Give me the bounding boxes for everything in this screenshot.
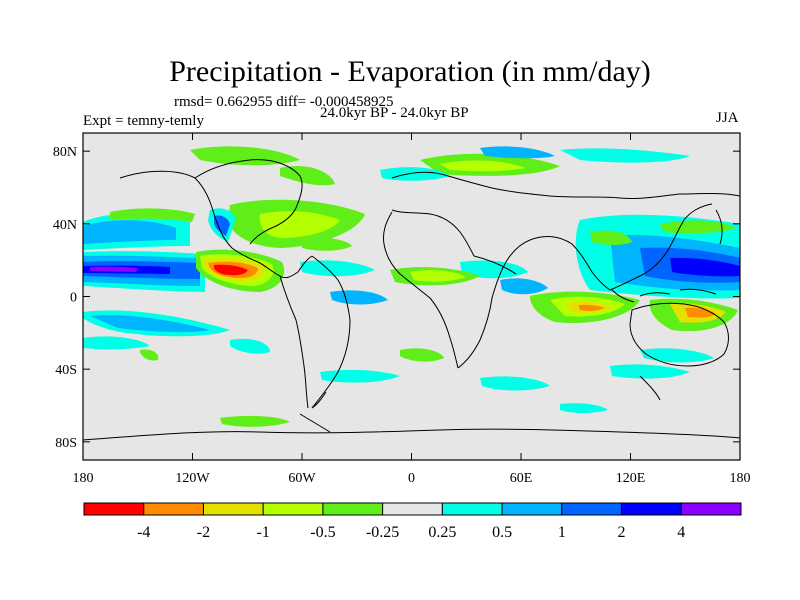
indian-ocean-anomaly [460, 260, 640, 324]
north-pacific-anomaly [83, 208, 195, 250]
lat-tick-label: 80S [55, 436, 77, 451]
chart-title: Precipitation - Evaporation (in mm/day) [169, 55, 651, 88]
colorbar-box [680, 502, 742, 516]
colorbar-label: 0.25 [428, 524, 456, 541]
lon-tick-label: 180 [730, 471, 751, 486]
colorbar-box [322, 502, 384, 516]
colorbar-box [501, 502, 563, 516]
lon-tick-label: 180 [73, 471, 94, 486]
colorbar-label: 1 [558, 524, 566, 541]
anomaly-field [83, 146, 740, 427]
colorbar-label: 0.5 [492, 524, 512, 541]
experiment-label: Expt = temny-temly [83, 113, 204, 129]
australia-anomaly [649, 298, 738, 332]
west-pacific-anomaly [575, 214, 740, 299]
map-background [83, 133, 740, 460]
season-label: JJA [716, 110, 739, 126]
lat-tick-label: 40S [55, 363, 77, 378]
map-axis-labels: 180 120W 60W 0 60E 120E 180 80N 40N 0 40S 80S [53, 145, 751, 486]
map-axis-ticks [82, 133, 741, 460]
tropical-pacific-anomaly [83, 251, 205, 292]
colorbar-box [262, 502, 324, 516]
colorbar-box [441, 502, 503, 516]
colorbar-box [143, 502, 204, 516]
lat-tick-label: 0 [70, 291, 77, 306]
north-atlantic-anomaly [208, 199, 365, 251]
colorbar-box [382, 502, 443, 516]
southern-anomalies [83, 310, 714, 427]
lon-tick-label: 60E [510, 471, 533, 486]
colorbar-label: -0.25 [366, 524, 399, 541]
lon-tick-label: 120E [616, 471, 646, 486]
colorbar-labels: -4 -2 -1 -0.5 -0.25 0.25 0.5 1 2 4 [137, 524, 685, 541]
coastlines [83, 159, 740, 441]
lat-tick-label: 40N [53, 218, 77, 233]
colorbar-label: -4 [137, 524, 150, 541]
colorbar-label: -1 [257, 524, 270, 541]
central-america-anomaly [196, 249, 285, 292]
colorbar-box [621, 502, 682, 516]
lon-tick-label: 0 [408, 471, 415, 486]
africa-anomaly [300, 260, 480, 305]
colorbar-boxes [83, 502, 742, 516]
colorbar-label: 2 [618, 524, 626, 541]
colorbar-box [83, 502, 145, 516]
period-subtitle: 24.0kyr BP - 24.0kyr BP [320, 105, 469, 121]
subpolar-anomalies [190, 146, 690, 186]
colorbar-label: -2 [197, 524, 210, 541]
lon-tick-label: 60W [288, 471, 316, 486]
colorbar-label: -0.5 [310, 524, 335, 541]
lon-tick-label: 120W [175, 471, 210, 486]
colorbar-box [202, 502, 264, 516]
colorbar-label: 4 [677, 524, 685, 541]
lat-tick-label: 80N [53, 145, 77, 160]
stats-subtitle: rmsd= 0.662955 diff= -0.000458925 [174, 94, 394, 110]
colorbar-box [561, 502, 623, 516]
